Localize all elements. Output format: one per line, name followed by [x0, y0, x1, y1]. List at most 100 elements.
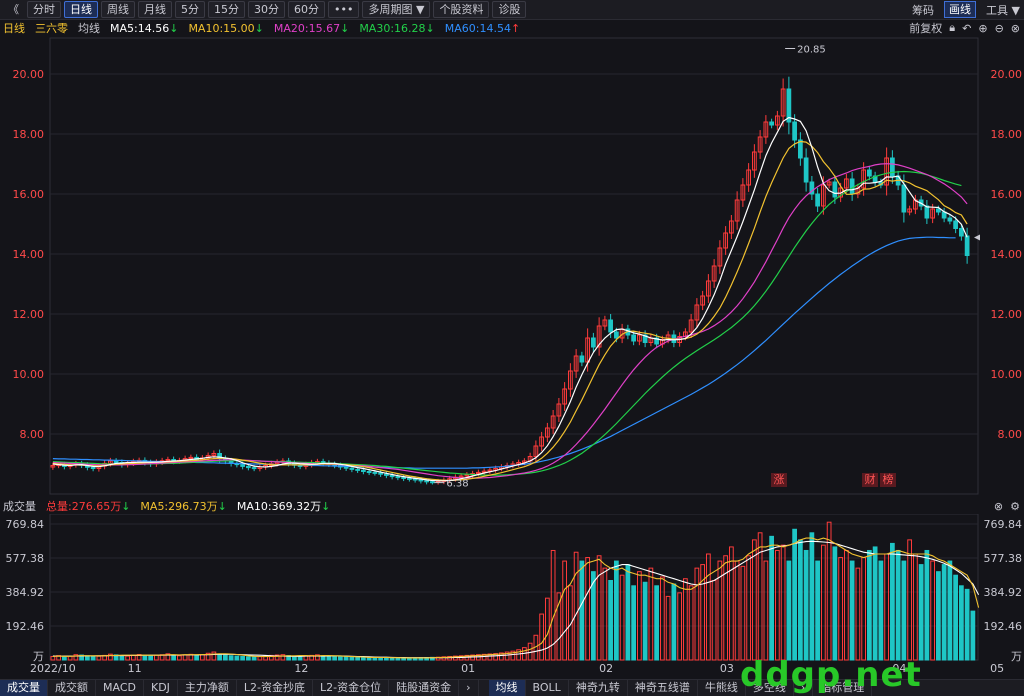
period-button-5[interactable]: 15分 [208, 1, 245, 18]
volume-bar [550, 549, 556, 661]
candlestick-chart[interactable]: 20.00 20.00 18.00 18.00 16.00 16.00 14.00 14.00… [0, 36, 1024, 496]
candle-body [539, 436, 544, 447]
tag-limit-up[interactable]: 涨 [771, 473, 787, 487]
indicator-tab-16[interactable]: 指标管理 [813, 680, 873, 696]
candle-body [384, 473, 389, 476]
candle-body [637, 334, 642, 342]
tag-finance[interactable]: 财 [862, 473, 878, 487]
volume-tick-left: 万 [33, 650, 44, 663]
volume-bar [90, 656, 96, 661]
volume-bar [654, 585, 659, 661]
period-button-10[interactable]: 个股资料 [433, 1, 490, 18]
indicator-tab-5[interactable]: L2-资金抄底 [237, 680, 314, 696]
price-tick-left: 10.00 [13, 368, 45, 381]
indicator-tab-10[interactable]: BOLL [526, 680, 569, 696]
zoom-in-icon[interactable]: ⊕ [978, 21, 988, 35]
date-label: 11 [128, 662, 142, 675]
volume-tick-left: 192.46 [6, 620, 45, 633]
candle-body [361, 469, 366, 472]
indicator-tab-6[interactable]: L2-资金仓位 [313, 680, 390, 696]
undo-icon[interactable]: ↶ [962, 21, 972, 35]
period-button-1[interactable]: 日线 [64, 1, 98, 18]
volume-bar [297, 656, 303, 661]
indicator-tab-1[interactable]: 成交额 [48, 680, 96, 696]
volume-chart[interactable]: 769.84 769.84 577.38 577.38 384.92 384.92 192.… [0, 514, 1024, 679]
watermark: ddgp.net [740, 655, 922, 695]
indicator-tab-15[interactable]: › [794, 680, 814, 696]
lock-icon[interactable]: 🔒︎ [949, 21, 956, 34]
ma-label: 均线 [78, 22, 100, 35]
period-button-2[interactable]: 周线 [101, 1, 135, 18]
volume-bar [568, 585, 573, 661]
zoom-out-icon[interactable]: ⊖ [994, 21, 1004, 35]
indicator-tab-9[interactable]: 均线 [488, 680, 526, 696]
ma60-line [52, 236, 956, 469]
price-tick-right: 20.00 [991, 68, 1023, 81]
indicator-tab-4[interactable]: 主力净额 [178, 680, 237, 696]
candle-body [924, 205, 930, 219]
volume-bar [821, 544, 826, 661]
volume-close-icon[interactable]: ⊗ [993, 499, 1004, 513]
candle-body [113, 460, 119, 463]
volume-bar [487, 653, 493, 661]
period-button-7[interactable]: 60分 [288, 1, 325, 18]
candle-body [717, 247, 723, 267]
candles [50, 76, 970, 485]
indicator-tab-3[interactable]: KDJ [144, 680, 178, 696]
close-icon[interactable]: ⊗ [1010, 21, 1020, 35]
candle-body [424, 480, 429, 483]
toolbar-right-0[interactable]: 筹码 [912, 3, 935, 17]
candle-body [884, 157, 889, 186]
date-axis: 2022/10 11 12 01 02 03 04 05 [30, 662, 1004, 675]
period-button-9[interactable]: 多周期图 ▼ [362, 1, 431, 18]
volume-settings-icon[interactable]: ⚙ [1010, 499, 1020, 513]
candle-body [349, 467, 355, 470]
indicator-tab-12[interactable]: 神奇五线谱 [628, 680, 698, 696]
candle-body [757, 136, 763, 153]
volume-bar [700, 564, 705, 661]
toolbar-right-1[interactable]: 画线 [944, 1, 977, 18]
candle-body [815, 193, 820, 207]
volume-bar [96, 655, 102, 661]
indicator-tab-0[interactable]: 成交量 [0, 680, 48, 696]
volume-bar [798, 539, 803, 661]
indicator-tab-8[interactable]: › [459, 680, 479, 696]
volume-bar [930, 560, 935, 661]
volume-bar [171, 654, 176, 661]
candle-body [867, 169, 872, 177]
volume-bar [769, 535, 774, 661]
volume-ma5-line [52, 537, 980, 659]
ma10-line [52, 140, 968, 482]
volume-bar [763, 560, 769, 661]
period-button-11[interactable]: 诊股 [492, 1, 527, 18]
period-button-3[interactable]: 月线 [138, 1, 172, 18]
candle-body [464, 474, 470, 477]
volume-bar [964, 588, 970, 661]
indicator-tab-7[interactable]: 陆股通资金 [389, 680, 460, 696]
candle-body [780, 88, 786, 117]
candle-body [343, 466, 349, 469]
period-button-4[interactable]: 5分 [175, 1, 205, 18]
volume-bar [746, 555, 751, 661]
tag-ranking[interactable]: 榜 [880, 473, 896, 487]
indicator-tab-13[interactable]: 牛熊线 [698, 680, 746, 696]
volume-bar [125, 655, 130, 661]
period-button-8[interactable]: ••• [328, 1, 360, 18]
period-button-0[interactable]: 分时 [27, 1, 61, 18]
candle-body [953, 220, 958, 229]
volume-bar [849, 560, 855, 661]
adjust-mode-label[interactable]: 前复权 [909, 22, 943, 35]
ma-value-4: MA60:14.54↑ [444, 21, 521, 35]
indicator-tab-11[interactable]: 神奇九转 [569, 680, 628, 696]
volume-bar [947, 560, 953, 661]
indicator-tab-14[interactable]: 多空线 [746, 680, 794, 696]
price-tick-right: 16.00 [991, 188, 1023, 201]
period-button-6[interactable]: 30分 [248, 1, 285, 18]
back-button[interactable]: 《 [8, 3, 19, 16]
volume-bar [556, 592, 562, 661]
indicator-tab-2[interactable]: MACD [96, 680, 144, 696]
volume-bar [757, 532, 763, 661]
toolbar-right-2[interactable]: 工具 ▼ [986, 3, 1020, 17]
candle-body [240, 464, 245, 467]
volume-bar [516, 649, 521, 661]
